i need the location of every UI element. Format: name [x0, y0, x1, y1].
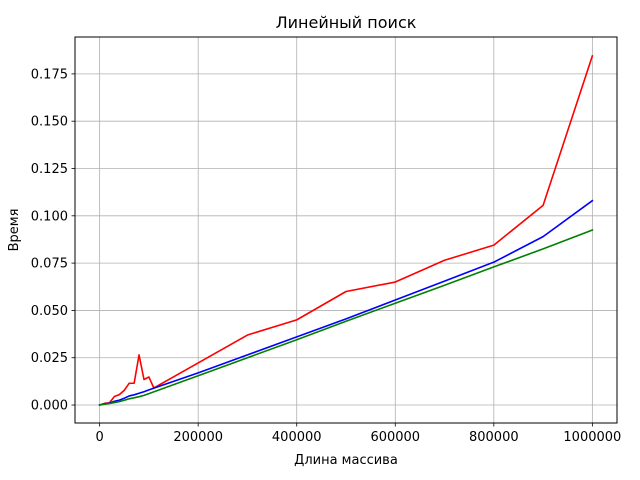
- y-axis: 0.000 0.025 0.050 0.075 0.100 0.125 0.150 0.175: [31, 67, 75, 414]
- x-tick-label: 200000: [173, 430, 223, 445]
- y-tick-label: 0.000: [31, 399, 68, 414]
- series-line-3: [98, 228, 594, 406]
- y-axis-label: Время: [7, 209, 22, 252]
- y-tick-label: 0.150: [31, 115, 68, 130]
- x-axis-label: Длина массива: [294, 453, 398, 468]
- x-tick-label: 800000: [469, 430, 519, 445]
- y-tick-label: 0.025: [31, 351, 68, 366]
- y-tick-label: 0.075: [31, 257, 68, 272]
- series-layer: [98, 54, 594, 407]
- x-axis: 0 200000 400000 600000 800000 1000000: [95, 423, 621, 445]
- y-tick-label: 0.175: [31, 67, 68, 82]
- series-line-2: [98, 199, 594, 406]
- y-tick-label: 0.100: [31, 209, 68, 224]
- x-tick-label: 1000000: [563, 430, 621, 445]
- y-tick-label: 0.050: [31, 304, 68, 319]
- chart-title: Линейный поиск: [276, 13, 417, 32]
- series-line-1: [98, 54, 594, 407]
- y-tick-label: 0.125: [31, 162, 68, 177]
- x-tick-label: 400000: [272, 430, 322, 445]
- x-tick-label: 0: [95, 430, 103, 445]
- plot-area-frame: [74, 36, 618, 424]
- x-tick-label: 600000: [370, 430, 420, 445]
